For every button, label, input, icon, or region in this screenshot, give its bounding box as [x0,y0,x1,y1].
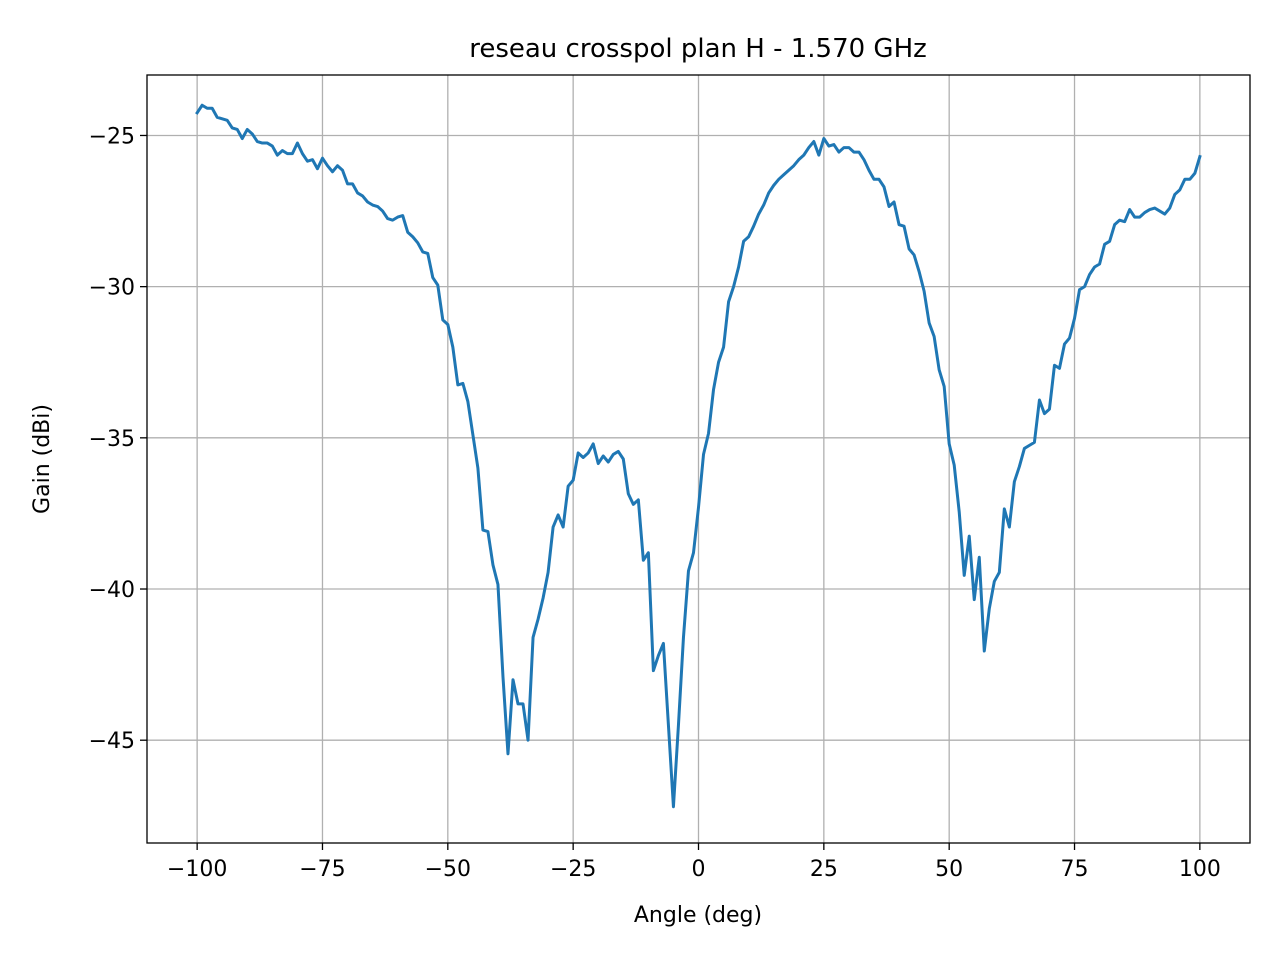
x-axis-ticks: −100 −75 −50 −25 0 25 50 75 100 [167,843,1221,882]
x-tick-label: −75 [299,857,345,882]
y-tick-label: −25 [89,124,135,149]
y-tick-label: −45 [89,729,135,754]
x-tick-label: 75 [1061,857,1089,882]
x-tick-label: −100 [167,857,227,882]
series-layer [195,103,1202,809]
grid [147,75,1250,843]
y-tick-label: −35 [89,427,135,452]
x-tick-label: −50 [425,857,471,882]
x-axis-label: Angle (deg) [634,903,762,928]
chart-title: reseau crosspol plan H - 1.570 GHz [469,34,927,64]
y-axis-ticks: −25 −30 −35 −40 −45 [89,124,147,754]
y-axis-label: Gain (dBi) [30,404,55,514]
x-tick-label: 25 [810,857,838,882]
x-tick-label: 0 [692,857,706,882]
series-line [195,103,1202,809]
y-tick-label: −40 [89,578,135,603]
x-tick-label: −25 [550,857,596,882]
x-tick-label: 50 [935,857,963,882]
y-tick-label: −30 [89,276,135,301]
x-tick-label: 100 [1179,857,1221,882]
